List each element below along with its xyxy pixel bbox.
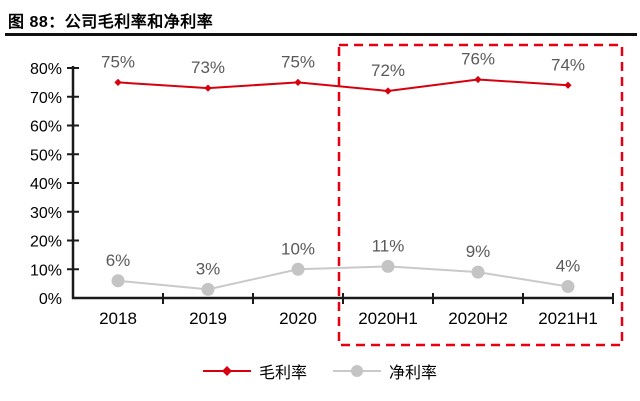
y-tick-label: 60% bbox=[30, 119, 62, 136]
y-tick-label: 0% bbox=[39, 291, 62, 308]
net-margin-line bbox=[117, 265, 569, 291]
x-category-label: 2018 bbox=[99, 309, 137, 328]
x-category-label: 2020 bbox=[279, 309, 317, 328]
y-tick-label: 50% bbox=[30, 147, 62, 164]
y-tick-label: 20% bbox=[30, 234, 62, 251]
net-margin-point bbox=[381, 259, 395, 273]
data-label: 72% bbox=[371, 61, 405, 80]
data-label: 75% bbox=[101, 52, 135, 71]
title-divider bbox=[5, 33, 637, 36]
y-tick-label: 70% bbox=[30, 90, 62, 107]
gross-margin-point bbox=[114, 78, 122, 86]
data-label: 75% bbox=[281, 52, 315, 71]
gross-margin-legend-marker bbox=[202, 364, 251, 378]
x-category-label: 2019 bbox=[189, 309, 227, 328]
data-label: 3% bbox=[196, 259, 221, 278]
data-label: 11% bbox=[372, 236, 405, 255]
highlight-box bbox=[337, 43, 624, 347]
y-tick-label: 30% bbox=[30, 205, 62, 222]
legend-item-net-margin[interactable]: 净利率 bbox=[333, 359, 437, 383]
data-label: 76% bbox=[461, 50, 495, 69]
legend-label-net-margin: 净利率 bbox=[389, 365, 438, 382]
data-label: 74% bbox=[551, 55, 585, 74]
x-category-label: 2021H1 bbox=[538, 309, 598, 328]
gross-margin-point bbox=[204, 84, 212, 92]
data-label: 73% bbox=[191, 58, 225, 77]
net-margin-legend-marker bbox=[333, 364, 381, 378]
data-label: 6% bbox=[106, 251, 131, 270]
x-category-label: 2020H1 bbox=[358, 309, 418, 328]
data-label: 4% bbox=[556, 257, 581, 276]
legend: 毛利率 净利率 bbox=[0, 359, 640, 383]
gross-margin-line bbox=[117, 78, 569, 93]
data-label: 10% bbox=[281, 239, 315, 258]
figure-title: 图 88：公司毛利率和净利率 bbox=[8, 14, 214, 31]
legend-item-gross-margin[interactable]: 毛利率 bbox=[202, 359, 307, 383]
net-margin-point bbox=[201, 282, 215, 296]
x-category-label: 2020H2 bbox=[448, 309, 508, 328]
gross-margin-point bbox=[564, 81, 572, 89]
gross-margin-point bbox=[384, 87, 392, 95]
y-tick-label: 40% bbox=[30, 176, 62, 193]
net-margin-point bbox=[561, 280, 575, 293]
data-label: 9% bbox=[466, 242, 491, 261]
legend-label-gross-margin: 毛利率 bbox=[258, 365, 307, 382]
net-margin-point bbox=[291, 262, 305, 276]
y-tick-label: 80% bbox=[30, 61, 62, 78]
gross-margin-point bbox=[294, 78, 302, 86]
gross-margin-point bbox=[474, 75, 482, 84]
net-margin-point bbox=[111, 274, 125, 288]
net-margin-point bbox=[471, 265, 485, 279]
y-tick-label: 10% bbox=[30, 262, 62, 279]
